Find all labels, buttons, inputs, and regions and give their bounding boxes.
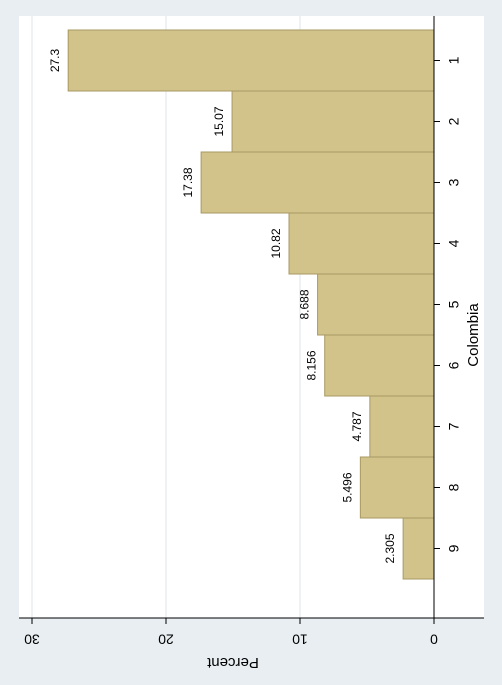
value-tick-label-20: 20: [158, 631, 174, 647]
bar-4: [288, 212, 435, 275]
data-label-3: 17.38: [181, 167, 195, 197]
data-label-8: 5.496: [340, 472, 354, 502]
data-label-5: 8.688: [298, 289, 312, 319]
category-axis-ticks: 1 2 3 4 5 6 7 8 9: [434, 56, 462, 552]
value-axis-ticks: 0 10 20 30: [24, 618, 438, 647]
category-tick-label-6: 6: [446, 361, 462, 369]
data-label-6: 8.156: [305, 350, 319, 380]
category-tick-label-4: 4: [446, 239, 462, 247]
category-tick-label-7: 7: [446, 422, 462, 430]
value-axis-title: Percent: [206, 654, 259, 671]
value-tick-label-10: 10: [292, 631, 308, 647]
bar-6: [324, 334, 435, 397]
value-tick-label-0: 0: [430, 631, 438, 647]
data-label-2: 15.07: [212, 106, 226, 136]
bar-8: [359, 456, 435, 519]
category-tick-label-5: 5: [446, 300, 462, 308]
bar-7: [369, 395, 435, 458]
data-label-9: 2.305: [383, 533, 397, 563]
category-tick-label-8: 8: [446, 483, 462, 491]
data-label-4: 10.82: [269, 228, 283, 258]
bar-5: [317, 273, 435, 336]
category-tick-label-3: 3: [446, 178, 462, 186]
category-tick-label-9: 9: [446, 544, 462, 552]
category-tick-label-1: 1: [446, 56, 462, 64]
data-label-7: 4.787: [350, 411, 364, 441]
bar-9: [402, 517, 435, 580]
value-tick-label-30: 30: [24, 631, 40, 647]
category-axis-title: Colombia: [465, 303, 482, 367]
bar-1: [67, 29, 435, 92]
bar-3: [200, 151, 435, 214]
data-labels: 27.3 15.07 17.38 10.82 8.688 8.156 4.787 5.496 2…: [48, 48, 397, 563]
bar-2: [231, 90, 435, 153]
data-label-1: 27.3: [48, 48, 62, 72]
category-tick-label-2: 2: [446, 117, 462, 125]
